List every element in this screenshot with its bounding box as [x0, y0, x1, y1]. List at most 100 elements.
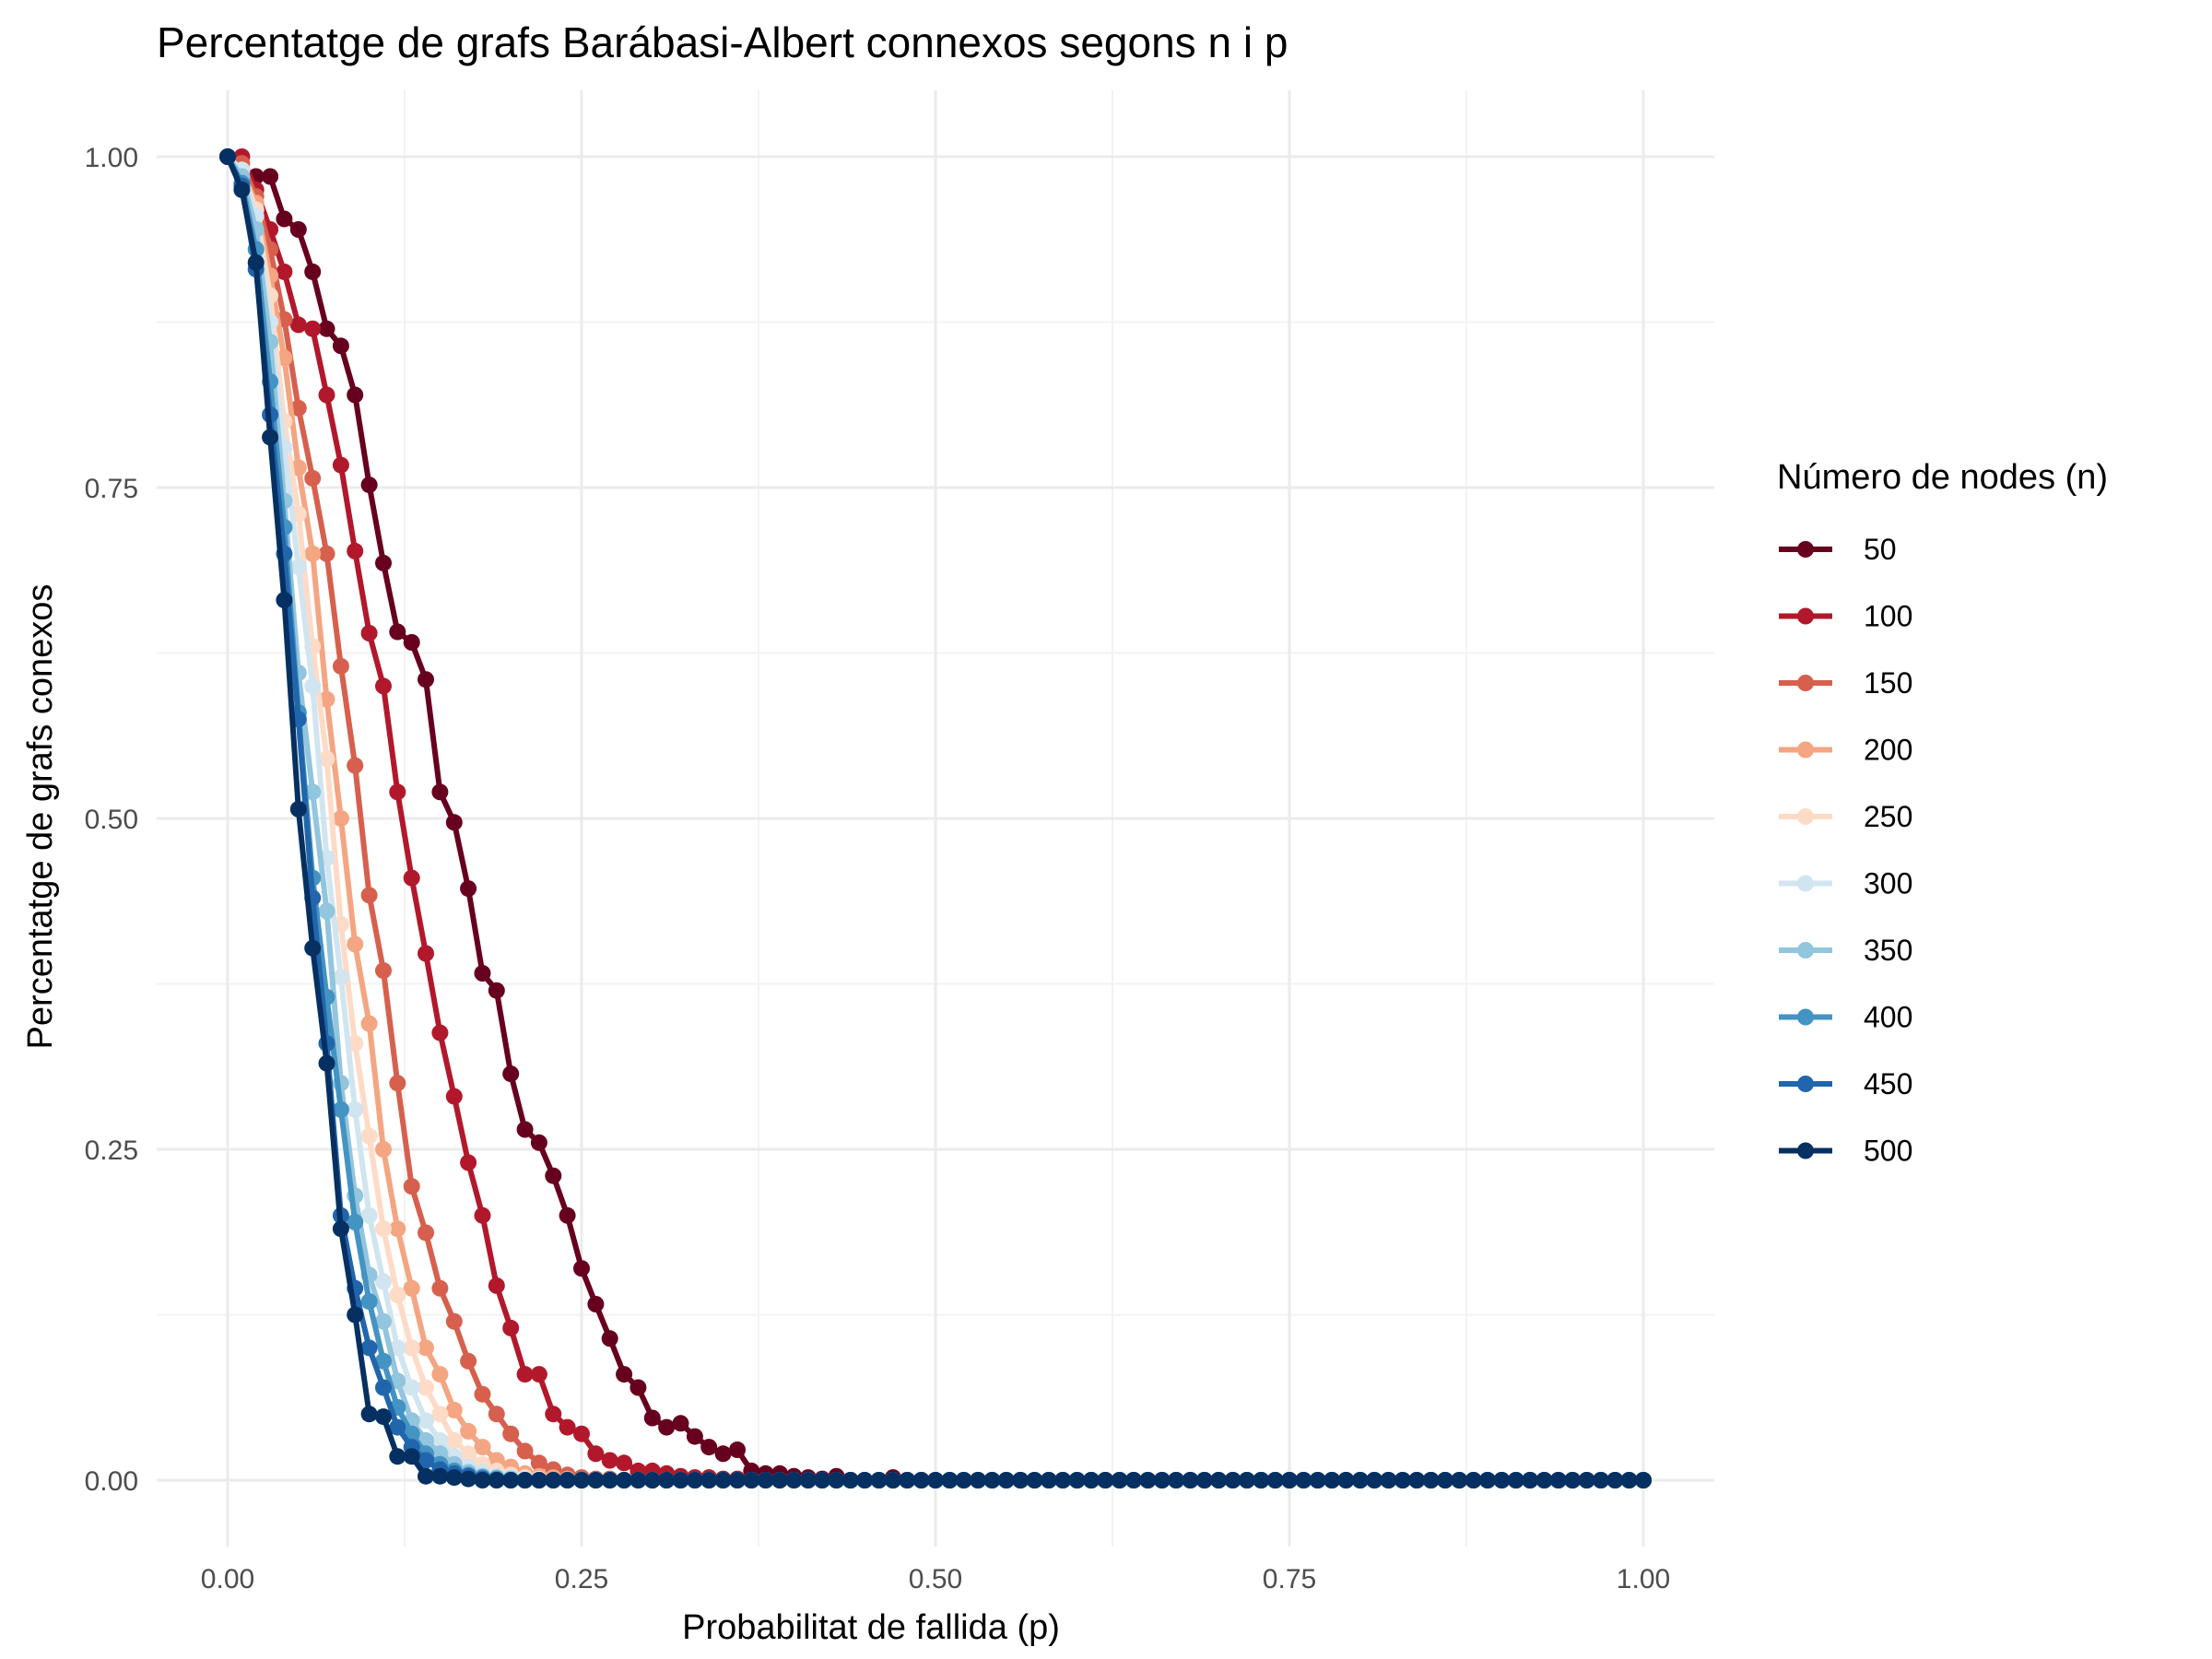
- data-point: [318, 902, 335, 920]
- data-point: [289, 559, 307, 576]
- data-point: [445, 1312, 463, 1330]
- data-point: [375, 554, 392, 571]
- data-point: [601, 1330, 618, 1347]
- legend-item-200: 200: [1779, 734, 1912, 767]
- data-point: [460, 1445, 477, 1463]
- data-point: [389, 623, 406, 641]
- legend-item-350: 350: [1779, 934, 1912, 967]
- data-point: [1040, 1472, 1057, 1488]
- data-point: [1295, 1472, 1312, 1488]
- data-point: [559, 1206, 576, 1224]
- data-point: [1139, 1472, 1157, 1488]
- data-point: [1535, 1472, 1553, 1488]
- data-point: [431, 1467, 449, 1485]
- data-point: [375, 962, 392, 980]
- data-point: [318, 690, 335, 708]
- data-point: [1437, 1472, 1453, 1488]
- data-point: [559, 1472, 576, 1488]
- data-point: [686, 1472, 703, 1488]
- y-tick-label: 0.00: [85, 1466, 138, 1497]
- data-point: [474, 1472, 491, 1488]
- data-point: [318, 750, 335, 768]
- data-point: [431, 1431, 449, 1449]
- data-point: [1111, 1472, 1128, 1488]
- legend-label: 400: [1864, 1001, 1912, 1034]
- data-point: [502, 1472, 520, 1488]
- data-point: [502, 1319, 520, 1336]
- x-tick-label: 0.50: [909, 1564, 962, 1594]
- data-point: [247, 253, 265, 271]
- data-point: [304, 469, 322, 487]
- data-point: [304, 545, 322, 562]
- data-point: [970, 1472, 987, 1488]
- data-point: [389, 1220, 406, 1238]
- data-point: [418, 945, 434, 962]
- x-tick-label: 1.00: [1617, 1564, 1670, 1594]
- data-point: [389, 1287, 406, 1303]
- data-point: [1422, 1472, 1440, 1488]
- data-point: [403, 1379, 420, 1396]
- data-point: [757, 1472, 774, 1488]
- data-point: [545, 1472, 562, 1488]
- data-point: [375, 1273, 392, 1290]
- legend-label: 150: [1864, 666, 1912, 700]
- legend-key-point: [1797, 607, 1814, 625]
- data-point: [233, 181, 251, 198]
- legend-item-250: 250: [1779, 800, 1912, 833]
- legend-item-300: 300: [1779, 867, 1912, 900]
- data-point: [643, 1472, 661, 1488]
- data-point: [587, 1296, 605, 1312]
- data-point: [347, 935, 364, 953]
- data-point: [1380, 1472, 1397, 1488]
- data-point: [219, 148, 236, 165]
- data-point: [799, 1472, 817, 1488]
- data-point: [431, 1366, 449, 1383]
- data-point: [1309, 1472, 1326, 1488]
- data-point: [304, 783, 322, 801]
- data-point: [375, 1312, 392, 1330]
- data-point: [1337, 1472, 1355, 1488]
- series-layer: [219, 148, 1652, 1488]
- y-tick-label: 0.50: [85, 805, 138, 835]
- data-point: [530, 1454, 547, 1472]
- data-point: [545, 1406, 562, 1423]
- legend-key-point: [1797, 875, 1814, 892]
- y-tick-label: 0.75: [85, 474, 138, 504]
- legend-item-100: 100: [1779, 600, 1912, 633]
- data-point: [460, 1154, 477, 1171]
- legend-label: 350: [1864, 934, 1912, 967]
- legend-key-point: [1797, 808, 1814, 825]
- data-point: [814, 1472, 831, 1488]
- data-point: [375, 1141, 392, 1158]
- data-point: [1238, 1472, 1255, 1488]
- legend-key-point: [1797, 741, 1814, 759]
- data-point: [488, 982, 505, 999]
- data-point: [1564, 1472, 1582, 1488]
- data-point: [474, 1206, 491, 1224]
- data-point: [1083, 1472, 1100, 1488]
- y-tick-label: 1.00: [85, 143, 138, 173]
- legend-key-point: [1797, 942, 1814, 959]
- data-point: [445, 1088, 463, 1105]
- data-point: [360, 1339, 378, 1357]
- data-point: [332, 1100, 349, 1118]
- data-point: [304, 263, 322, 280]
- data-point: [262, 429, 279, 446]
- data-point: [276, 210, 293, 228]
- data-point: [403, 1339, 420, 1357]
- data-point: [360, 477, 378, 494]
- data-point: [616, 1472, 633, 1488]
- data-point: [1408, 1472, 1426, 1488]
- data-point: [445, 1469, 463, 1487]
- data-point: [318, 1054, 335, 1072]
- data-point: [304, 677, 322, 695]
- data-point: [431, 1406, 449, 1423]
- data-point: [587, 1472, 605, 1488]
- data-point: [729, 1472, 746, 1488]
- data-point: [1479, 1472, 1496, 1488]
- data-point: [771, 1472, 788, 1488]
- data-point: [360, 1293, 378, 1311]
- data-point: [927, 1472, 944, 1488]
- legend-label: 450: [1864, 1067, 1912, 1100]
- data-point: [418, 1467, 434, 1485]
